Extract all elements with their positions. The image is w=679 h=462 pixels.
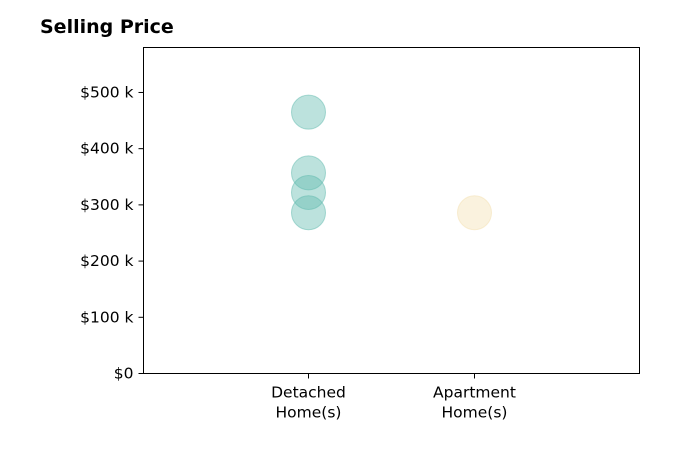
x-axis: Detached Home(s) Apartment Home(s) (271, 373, 516, 422)
x-tick-label: Detached Home(s) (271, 384, 346, 422)
data-points (291, 94, 492, 231)
data-point (457, 195, 492, 231)
data-point (291, 195, 326, 231)
x-tick-label: Apartment Home(s) (433, 384, 516, 422)
data-point (291, 94, 326, 130)
y-tick-label: $200 k (80, 252, 133, 270)
data-point (291, 175, 326, 211)
y-tick-label: $100 k (80, 308, 133, 326)
y-tick-label: $300 k (80, 196, 133, 214)
chart-title: Selling Price (40, 16, 174, 38)
y-tick-label: $500 k (80, 83, 133, 101)
y-tick-label: $400 k (80, 140, 133, 158)
data-point (291, 155, 326, 191)
y-tick-label: $0 (114, 365, 134, 383)
plot-area-frame (143, 47, 640, 374)
y-axis: $0 $100 k $200 k $300 k $400 k $500 k (80, 83, 144, 383)
